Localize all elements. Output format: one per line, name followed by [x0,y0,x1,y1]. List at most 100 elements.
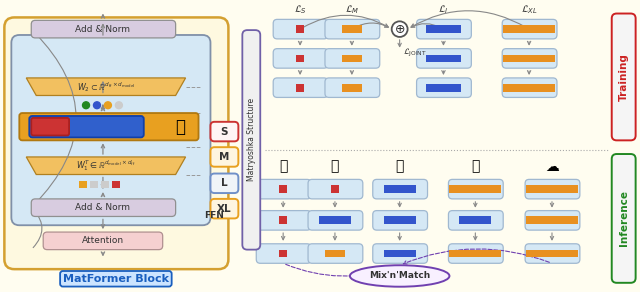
Bar [426,84,461,92]
Bar [503,25,555,33]
FancyBboxPatch shape [211,199,238,218]
Text: $\mathcal{L}_{XL}$: $\mathcal{L}_{XL}$ [521,4,538,16]
FancyBboxPatch shape [256,211,311,230]
Text: $\mathcal{L}_{\rm JOINT}$: $\mathcal{L}_{\rm JOINT}$ [403,47,427,59]
Text: $W_2 \subset \mathbb{R}^{d_{\rm ff}\times d_{\rm model}}$: $W_2 \subset \mathbb{R}^{d_{\rm ff}\time… [77,80,135,94]
Bar [325,250,345,258]
Circle shape [93,102,100,109]
Bar [279,250,287,258]
Text: Inference: Inference [619,190,628,246]
Text: $\oplus$: $\oplus$ [394,23,405,36]
Text: Matryoshka Structure: Matryoshka Structure [247,98,256,181]
FancyBboxPatch shape [29,116,144,138]
Text: 💻: 💻 [396,160,404,174]
FancyBboxPatch shape [31,199,175,216]
Text: Attention: Attention [82,236,124,245]
Polygon shape [26,78,186,95]
FancyBboxPatch shape [243,30,260,250]
Bar [79,181,87,188]
Bar [90,181,98,188]
FancyBboxPatch shape [31,20,175,38]
FancyBboxPatch shape [502,19,557,39]
Bar [112,181,120,188]
FancyBboxPatch shape [372,244,428,263]
Bar [426,55,461,62]
FancyBboxPatch shape [502,78,557,98]
FancyBboxPatch shape [31,118,69,135]
FancyBboxPatch shape [449,244,503,263]
FancyBboxPatch shape [256,179,311,199]
Bar [460,216,492,224]
Bar [342,25,362,33]
Bar [296,55,304,62]
Bar [526,216,578,224]
Bar [331,185,339,193]
Bar [449,185,501,193]
Text: Add & Norm: Add & Norm [76,25,131,34]
Text: $\mathcal{L}_S$: $\mathcal{L}_S$ [294,4,307,16]
Text: L: L [221,178,228,188]
Bar [342,55,362,62]
Text: Add & Norm: Add & Norm [76,203,131,212]
Bar [279,185,287,193]
Text: Mix'n'Match: Mix'n'Match [369,272,430,281]
FancyBboxPatch shape [612,13,636,140]
Bar [384,250,415,258]
Text: $W_1^T \in \mathbb{R}^{d_{\rm model}\times d_{\rm ff}}$: $W_1^T \in \mathbb{R}^{d_{\rm model}\tim… [76,158,136,173]
Bar [449,250,501,258]
FancyBboxPatch shape [12,35,211,225]
Bar [384,216,415,224]
FancyBboxPatch shape [308,211,363,230]
FancyBboxPatch shape [4,18,228,269]
FancyBboxPatch shape [449,179,503,199]
FancyBboxPatch shape [417,49,471,68]
FancyBboxPatch shape [211,122,238,141]
FancyBboxPatch shape [44,232,163,250]
Bar [101,181,109,188]
FancyBboxPatch shape [256,244,311,263]
Text: ☁: ☁ [545,160,559,174]
Bar [503,55,555,62]
FancyBboxPatch shape [325,19,380,39]
Bar [296,84,304,92]
FancyBboxPatch shape [372,211,428,230]
Polygon shape [26,157,186,175]
Circle shape [115,102,122,109]
Text: MatFormer Block: MatFormer Block [63,274,169,284]
FancyBboxPatch shape [273,78,328,98]
FancyBboxPatch shape [612,154,636,283]
Text: XL: XL [217,204,232,214]
Bar [279,216,287,224]
FancyBboxPatch shape [525,244,580,263]
FancyBboxPatch shape [449,211,503,230]
Text: ⌚: ⌚ [279,160,287,174]
FancyBboxPatch shape [273,49,328,68]
Bar [526,250,578,258]
FancyBboxPatch shape [417,78,471,98]
FancyBboxPatch shape [502,49,557,68]
FancyBboxPatch shape [525,179,580,199]
FancyBboxPatch shape [325,78,380,98]
FancyBboxPatch shape [417,19,471,39]
Circle shape [392,21,408,37]
FancyBboxPatch shape [308,244,363,263]
FancyBboxPatch shape [19,113,198,140]
FancyBboxPatch shape [273,19,328,39]
FancyBboxPatch shape [325,49,380,68]
Circle shape [83,102,90,109]
Text: S: S [221,126,228,137]
Bar [342,84,362,92]
Text: M: M [220,152,230,162]
Bar [503,84,555,92]
Text: 🪆: 🪆 [175,118,186,136]
Circle shape [104,102,111,109]
Bar [319,216,351,224]
Ellipse shape [350,265,449,287]
Bar [426,25,461,33]
Text: 📱: 📱 [331,160,339,174]
Bar [526,185,578,193]
Text: FFN: FFN [205,211,225,220]
FancyBboxPatch shape [211,173,238,193]
FancyBboxPatch shape [211,147,238,167]
Text: 🖥: 🖥 [471,160,479,174]
